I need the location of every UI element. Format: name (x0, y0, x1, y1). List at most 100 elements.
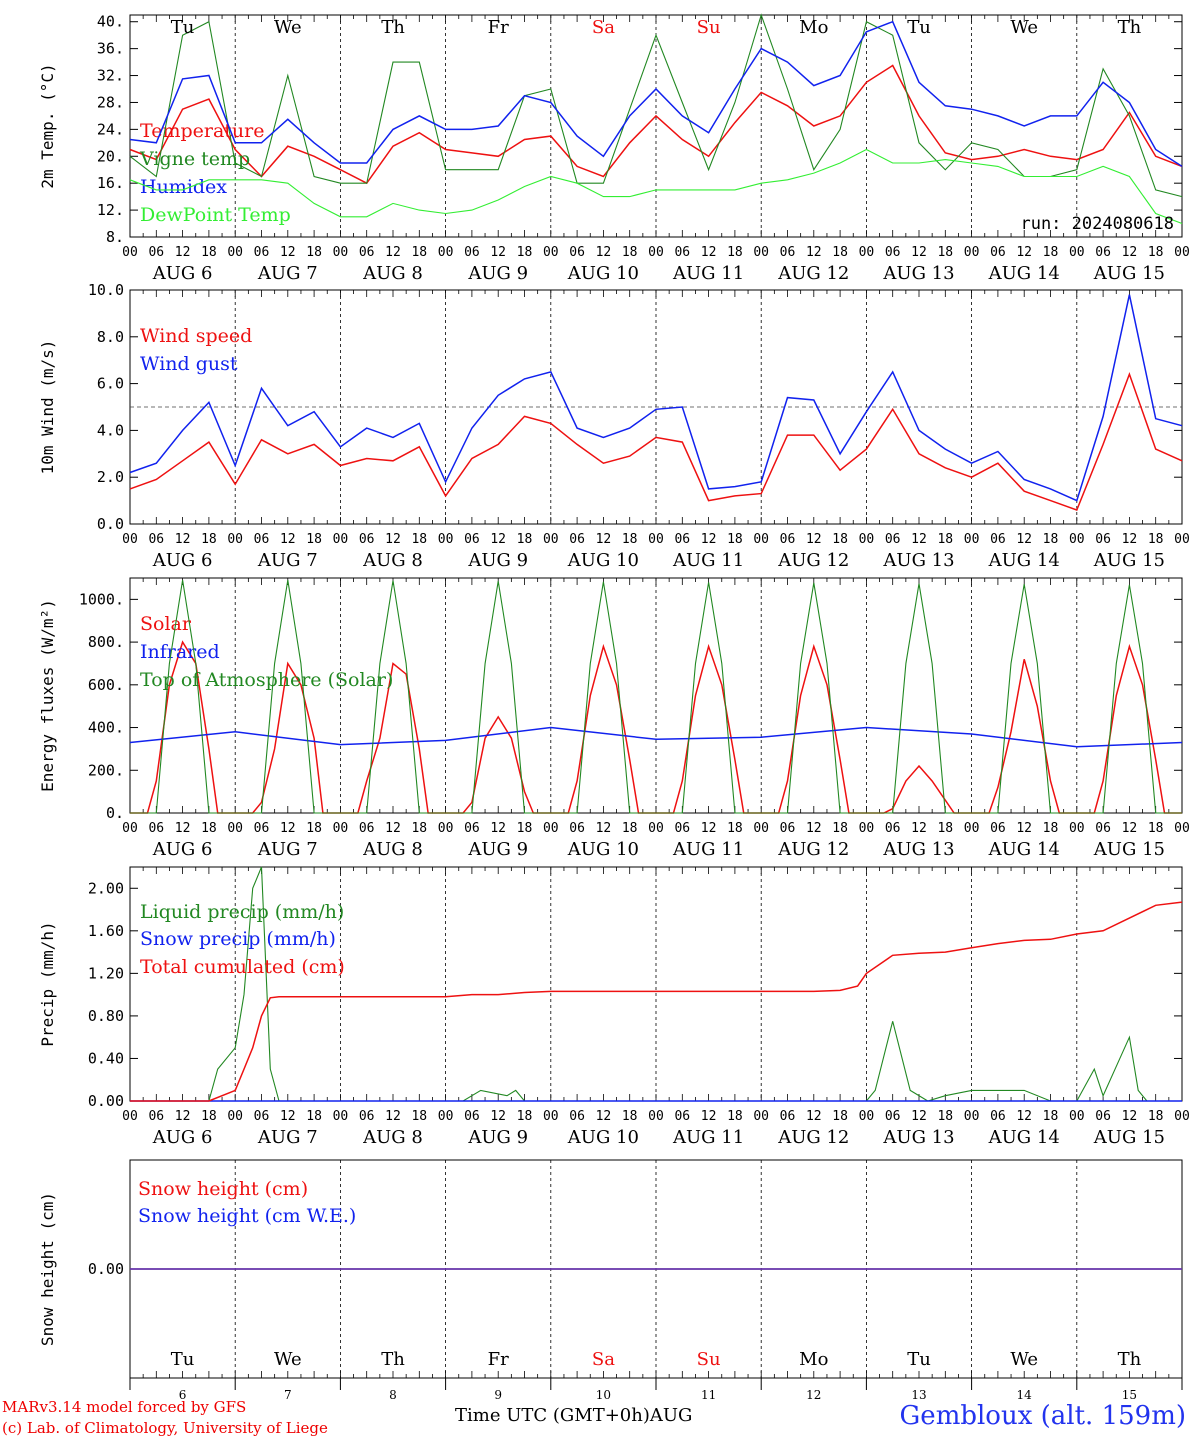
date-label: AUG 13 (882, 550, 954, 571)
day-name: Tu (907, 1349, 931, 1370)
hour-label: 06 (254, 532, 270, 547)
hour-label: 06 (780, 1109, 796, 1124)
date-label: AUG 6 (152, 839, 213, 860)
day-name: Tu (171, 17, 195, 38)
y-tick-label: 10.0 (88, 281, 124, 299)
hour-label: 00 (227, 1109, 243, 1124)
series-line-infrared (129, 726, 1183, 748)
y-tick-label: 32. (97, 67, 124, 85)
y-tick-label: 24. (97, 120, 124, 138)
hour-label: 00 (648, 245, 664, 260)
hour-label: 06 (990, 821, 1006, 836)
hour-label: 06 (464, 532, 480, 547)
y-tick-label: 8.0 (97, 328, 124, 346)
hour-label: 12 (911, 532, 927, 547)
hour-label: 00 (1069, 821, 1085, 836)
legend-entry: Wind gust (140, 353, 238, 375)
hour-label: 06 (1095, 821, 1111, 836)
date-label: AUG 8 (362, 550, 423, 571)
hour-label: 18 (306, 532, 322, 547)
hour-label: 00 (964, 821, 980, 836)
hour-label: 12 (280, 245, 296, 260)
hour-label: 12 (490, 1109, 506, 1124)
hour-label: 00 (1069, 1109, 1085, 1124)
day-name: Tu (171, 1349, 195, 1370)
hour-label: 12 (490, 821, 506, 836)
hour-label: 18 (832, 1109, 848, 1124)
y-tick-label: 6.0 (97, 375, 124, 393)
y-axis-label: Snow height (cm) (38, 1192, 57, 1346)
date-label: AUG 15 (1093, 263, 1165, 284)
hour-label: 00 (964, 532, 980, 547)
date-label: AUG 13 (882, 839, 954, 860)
y-tick-label: 36. (97, 40, 124, 58)
panel-3: 0. 200. 400. 600. 800. 1000. Energy fluxes (W/… (38, 577, 1190, 860)
date-label: AUG 7 (257, 263, 318, 284)
date-label: AUG 14 (988, 550, 1060, 571)
hour-label: 06 (674, 821, 690, 836)
day-number: 15 (1122, 1388, 1137, 1400)
date-label: AUG 13 (882, 1127, 954, 1148)
series-line-total-cumulated-cm- (130, 901, 1183, 1102)
time-axis-label: Time UTC (GMT+0h)AUG (455, 1405, 693, 1426)
hour-label: 06 (464, 821, 480, 836)
hour-label: 00 (438, 532, 454, 547)
hour-label: 12 (596, 821, 612, 836)
day-number: 7 (284, 1388, 292, 1400)
hour-label: 00 (753, 245, 769, 260)
date-label: AUG 9 (467, 550, 528, 571)
day-name: Mo (799, 17, 828, 38)
hour-label: 12 (1016, 532, 1032, 547)
hour-label: 12 (385, 821, 401, 836)
hour-label: 00 (333, 532, 349, 547)
series-line-dewpoint-temp (129, 148, 1183, 225)
y-tick-label: 800. (88, 633, 124, 651)
hour-label: 06 (1095, 245, 1111, 260)
hour-label: 18 (622, 532, 638, 547)
day-number: 6 (179, 1388, 187, 1400)
hour-label: 12 (385, 245, 401, 260)
hour-label: 06 (885, 821, 901, 836)
hour-label: 18 (1043, 245, 1059, 260)
hour-label: 12 (490, 532, 506, 547)
hour-label: 18 (411, 245, 427, 260)
hour-label: 18 (201, 821, 217, 836)
legend-entry: Infrared (140, 641, 220, 663)
meteogram-chart: 8. 12. 16. 20. 24. 28. 32. 36. 40. 2m Temp. (°C) T… (38, 13, 1190, 1400)
legend-entry: Wind speed (140, 325, 252, 347)
y-tick-label: 28. (97, 93, 124, 111)
hour-label: 06 (1095, 532, 1111, 547)
hour-label: 18 (517, 1109, 533, 1124)
date-label: AUG 7 (257, 550, 318, 571)
hour-label: 00 (333, 1109, 349, 1124)
date-label: AUG 11 (672, 550, 744, 571)
hour-label: 12 (806, 245, 822, 260)
hour-label: 00 (648, 821, 664, 836)
hour-label: 00 (1174, 1109, 1190, 1124)
panel-4: 0.00 0.40 0.80 1.20 1.60 2.00 Precip (mm/h) Liq… (38, 866, 1190, 1148)
panel-5: 0.00 Snow height (cm) Snow height (cm) Snow… (38, 1159, 1183, 1400)
hour-label: 18 (201, 245, 217, 260)
y-tick-label: 0.40 (88, 1049, 124, 1067)
hour-label: 18 (201, 1109, 217, 1124)
hour-label: 00 (438, 821, 454, 836)
hour-label: 06 (674, 245, 690, 260)
hour-label: 06 (254, 821, 270, 836)
hour-label: 18 (306, 821, 322, 836)
date-label: AUG 8 (362, 839, 423, 860)
hour-label: 06 (148, 1109, 164, 1124)
y-tick-label: 1000. (79, 590, 124, 608)
hour-label: 18 (1043, 1109, 1059, 1124)
hour-label: 06 (359, 1109, 375, 1124)
day-name: We (274, 1349, 302, 1370)
day-name: Sa (592, 17, 615, 38)
hour-label: 12 (911, 821, 927, 836)
hour-label: 18 (201, 532, 217, 547)
hour-label: 06 (359, 821, 375, 836)
day-name: Th (1118, 17, 1142, 38)
model-credit: MARv3.14 model forced by GFS (2, 1398, 247, 1416)
lab-credit: (c) Lab. of Climatology, University of L… (2, 1419, 328, 1437)
hour-label: 12 (1122, 245, 1138, 260)
date-label: AUG 14 (988, 263, 1060, 284)
y-tick-label: 0.00 (88, 1260, 124, 1278)
